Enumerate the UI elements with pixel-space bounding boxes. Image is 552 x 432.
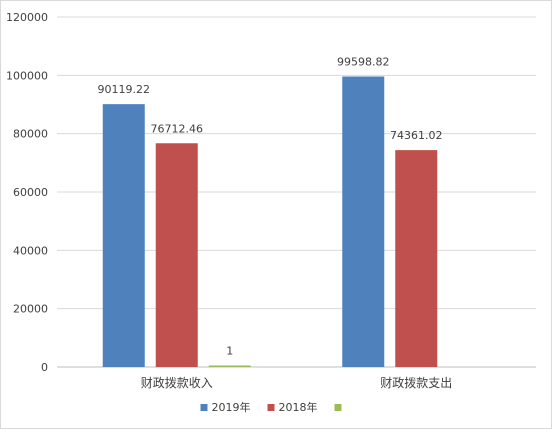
data-label: 90119.22 bbox=[98, 83, 151, 96]
legend-swatch bbox=[267, 404, 275, 411]
legend-label: 2018年 bbox=[279, 400, 318, 414]
legend: 2019年 2018年 bbox=[200, 400, 342, 414]
data-label: 76712.46 bbox=[151, 122, 204, 135]
y-tick-label: 80000 bbox=[13, 128, 48, 141]
bar bbox=[102, 104, 145, 367]
y-tick-label: 0 bbox=[41, 361, 48, 374]
data-label: 1 bbox=[226, 345, 233, 358]
x-category-label: 财政拨款支出 bbox=[380, 376, 452, 390]
y-tick-label: 60000 bbox=[13, 186, 48, 199]
data-labels: 90119.22 76712.46 1 99598.82 74361.02 bbox=[98, 56, 443, 358]
legend-swatch bbox=[334, 404, 342, 411]
legend-swatch bbox=[200, 404, 208, 411]
bar bbox=[155, 143, 198, 367]
bar bbox=[208, 365, 251, 367]
data-label: 99598.82 bbox=[337, 56, 390, 69]
data-label: 74361.02 bbox=[390, 129, 443, 142]
x-category-label: 财政拨款收入 bbox=[141, 376, 213, 390]
y-axis-ticks: 0 20000 40000 60000 80000 100000 120000 bbox=[6, 11, 48, 374]
y-tick-label: 100000 bbox=[6, 69, 48, 82]
bar bbox=[395, 150, 438, 367]
bars bbox=[102, 76, 438, 367]
y-tick-label: 20000 bbox=[13, 303, 48, 316]
y-tick-label: 40000 bbox=[13, 244, 48, 257]
x-axis-categories: 财政拨款收入 财政拨款支出 bbox=[141, 376, 453, 390]
bar bbox=[342, 76, 385, 367]
y-tick-label: 120000 bbox=[6, 11, 48, 24]
legend-label: 2019年 bbox=[212, 400, 251, 414]
